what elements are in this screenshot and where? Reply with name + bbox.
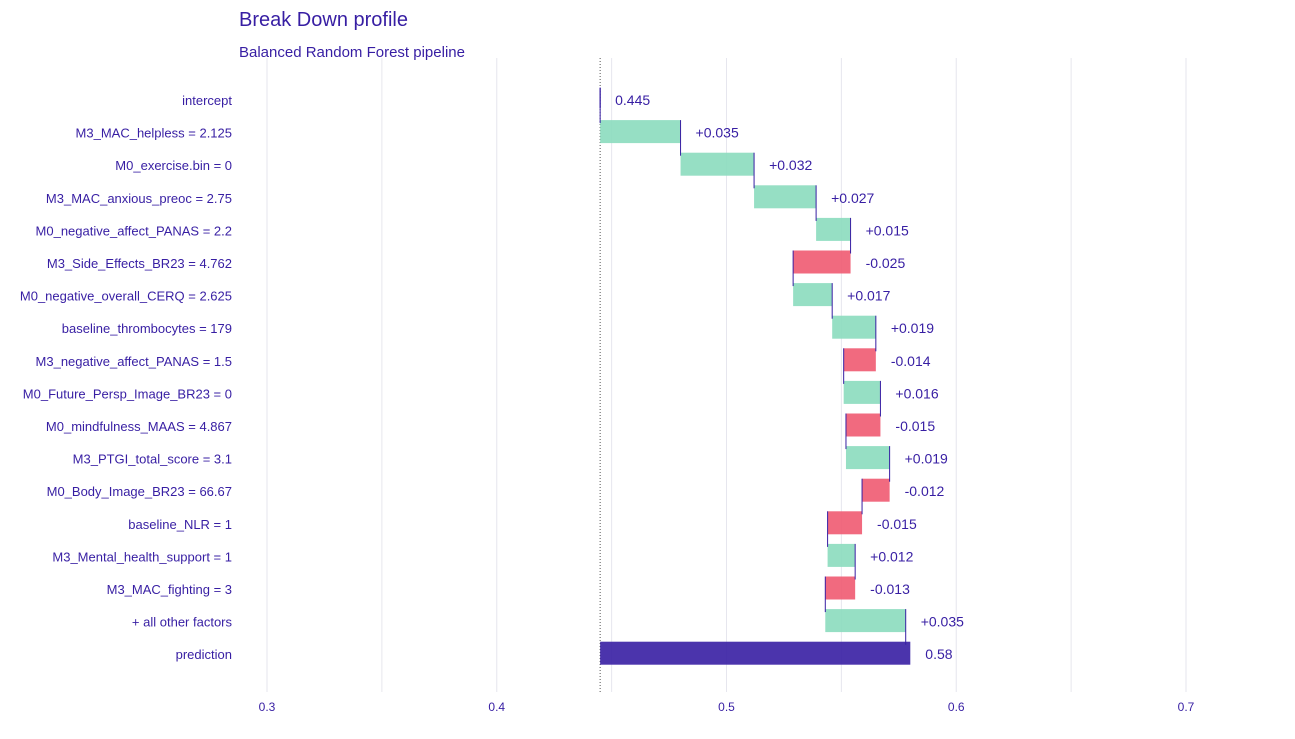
value-label: +0.027 bbox=[831, 190, 874, 206]
positive-contribution-bar bbox=[816, 217, 851, 241]
connectors bbox=[599, 87, 907, 645]
variable-label: M0_exercise.bin = 0 bbox=[115, 158, 232, 173]
positive-contribution-bar bbox=[845, 446, 890, 470]
variable-label: M0_Body_Image_BR23 = 66.67 bbox=[47, 484, 232, 499]
positive-contribution-bar bbox=[827, 543, 856, 567]
variable-label: intercept bbox=[182, 93, 232, 108]
variable-label: M3_MAC_anxious_preoc = 2.75 bbox=[46, 191, 232, 206]
negative-contribution-bar bbox=[843, 348, 876, 372]
value-label: +0.035 bbox=[921, 614, 964, 630]
variable-labels: intercept M3_MAC_helpless = 2.125 M0_exerc… bbox=[20, 93, 233, 662]
value-label: +0.015 bbox=[866, 222, 909, 238]
variable-label: M3_Side_Effects_BR23 = 4.762 bbox=[47, 256, 232, 271]
variable-label: M0_Future_Persp_Image_BR23 = 0 bbox=[23, 386, 232, 401]
variable-label: baseline_thrombocytes = 179 bbox=[62, 321, 232, 336]
variable-label: + all other factors bbox=[132, 615, 233, 630]
bars bbox=[599, 88, 911, 665]
x-axis-ticks: 0.3 0.4 0.5 0.6 0.7 bbox=[259, 700, 1195, 714]
chart-title: Break Down profile bbox=[239, 9, 408, 31]
negative-contribution-bar bbox=[827, 511, 863, 535]
variable-label: M0_mindfulness_MAAS = 4.867 bbox=[46, 419, 232, 434]
variable-label: M3_Mental_health_support = 1 bbox=[52, 549, 232, 564]
positive-contribution-bar bbox=[825, 609, 906, 633]
x-tick-label: 0.7 bbox=[1178, 700, 1195, 714]
variable-label: prediction bbox=[176, 647, 232, 662]
value-label: -0.025 bbox=[866, 255, 906, 271]
negative-contribution-bar bbox=[862, 478, 890, 502]
value-label: 0.58 bbox=[925, 646, 952, 662]
value-label: -0.015 bbox=[877, 516, 917, 532]
variable-label: M3_MAC_fighting = 3 bbox=[107, 582, 232, 597]
prediction-bar bbox=[600, 641, 911, 665]
value-label: 0.445 bbox=[615, 92, 650, 108]
value-labels: 0.445 +0.035 +0.032 +0.027 +0.015 -0.025 +0.01… bbox=[615, 92, 964, 662]
value-label: +0.012 bbox=[870, 548, 913, 564]
value-label: +0.032 bbox=[769, 157, 812, 173]
value-label: -0.012 bbox=[905, 483, 945, 499]
negative-contribution-bar bbox=[793, 250, 851, 274]
positive-contribution-bar bbox=[843, 380, 881, 404]
value-label: -0.014 bbox=[891, 353, 931, 369]
variable-label: baseline_NLR = 1 bbox=[128, 517, 232, 532]
value-label: -0.013 bbox=[870, 581, 910, 597]
variable-label: M3_PTGI_total_score = 3.1 bbox=[73, 452, 232, 467]
negative-contribution-bar bbox=[845, 413, 881, 437]
value-label: +0.019 bbox=[905, 451, 948, 467]
x-tick-label: 0.5 bbox=[718, 700, 735, 714]
x-tick-label: 0.3 bbox=[259, 700, 276, 714]
x-tick-label: 0.4 bbox=[488, 700, 505, 714]
value-label: -0.015 bbox=[895, 418, 935, 434]
chart-subtitle: Balanced Random Forest pipeline bbox=[239, 44, 465, 61]
variable-label: M3_negative_affect_PANAS = 1.5 bbox=[36, 354, 232, 369]
value-label: +0.017 bbox=[847, 288, 890, 304]
variable-label: M3_MAC_helpless = 2.125 bbox=[76, 126, 232, 141]
negative-contribution-bar bbox=[825, 576, 856, 600]
variable-label: M0_negative_overall_CERQ = 2.625 bbox=[20, 289, 232, 304]
value-label: +0.019 bbox=[891, 320, 934, 336]
value-label: +0.016 bbox=[895, 385, 938, 401]
variable-label: M0_negative_affect_PANAS = 2.2 bbox=[36, 223, 232, 238]
positive-contribution-bar bbox=[754, 185, 817, 209]
positive-contribution-bar bbox=[680, 152, 755, 176]
positive-contribution-bar bbox=[600, 120, 681, 144]
positive-contribution-bar bbox=[832, 315, 876, 339]
value-label: +0.035 bbox=[696, 125, 739, 141]
x-tick-label: 0.6 bbox=[948, 700, 965, 714]
positive-contribution-bar bbox=[793, 283, 833, 307]
